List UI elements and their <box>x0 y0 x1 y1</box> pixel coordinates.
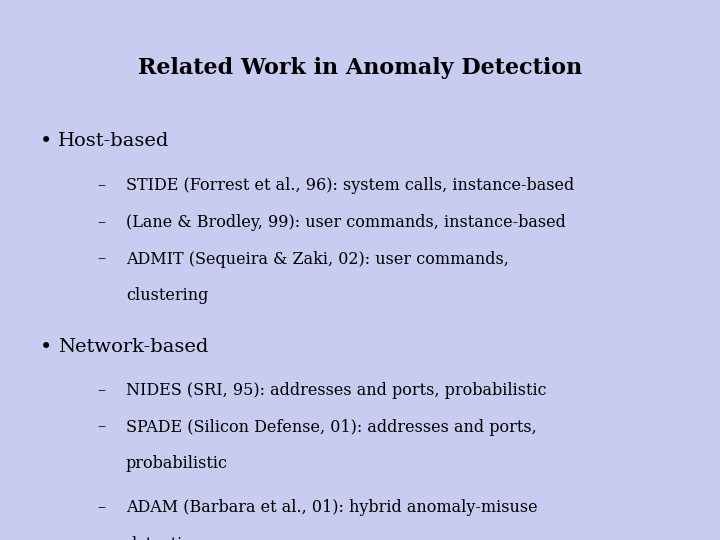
Text: Related Work in Anomaly Detection: Related Work in Anomaly Detection <box>138 57 582 79</box>
Text: –: – <box>97 500 105 516</box>
Text: NIDES (SRI, 95): addresses and ports, probabilistic: NIDES (SRI, 95): addresses and ports, pr… <box>126 382 546 399</box>
Text: –: – <box>97 177 105 194</box>
Text: Host-based: Host-based <box>58 132 169 150</box>
Text: STIDE (Forrest et al., 96): system calls, instance-based: STIDE (Forrest et al., 96): system calls… <box>126 177 575 194</box>
Text: ADMIT (Sequeira & Zaki, 02): user commands,: ADMIT (Sequeira & Zaki, 02): user comman… <box>126 251 509 267</box>
Text: SPADE (Silicon Defense, 01): addresses and ports,: SPADE (Silicon Defense, 01): addresses a… <box>126 418 536 435</box>
Text: (Lane & Brodley, 99): user commands, instance-based: (Lane & Brodley, 99): user commands, ins… <box>126 214 566 231</box>
Text: •: • <box>40 338 52 356</box>
Text: probabilistic: probabilistic <box>126 455 228 472</box>
Text: detection: detection <box>126 536 202 540</box>
Text: –: – <box>97 382 105 399</box>
Text: ADAM (Barbara et al., 01): hybrid anomaly-misuse: ADAM (Barbara et al., 01): hybrid anomal… <box>126 500 538 516</box>
Text: –: – <box>97 214 105 231</box>
Text: –: – <box>97 251 105 267</box>
Text: –: – <box>97 418 105 435</box>
Text: •: • <box>40 132 52 151</box>
Text: clustering: clustering <box>126 287 208 304</box>
Text: Network-based: Network-based <box>58 338 208 355</box>
